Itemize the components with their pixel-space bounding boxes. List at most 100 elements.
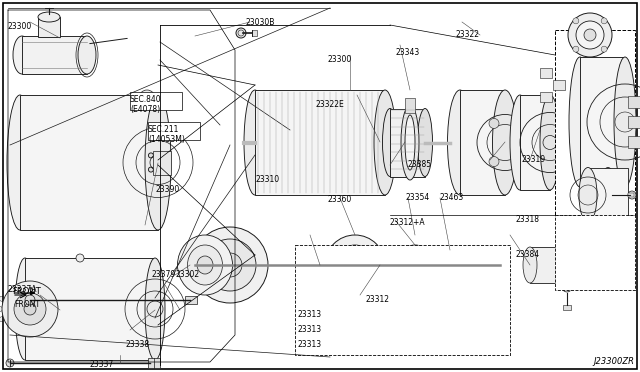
Text: J23300ZR: J23300ZR	[593, 357, 634, 366]
Circle shape	[410, 260, 420, 270]
Bar	[520, 95, 550, 190]
Bar	[252, 30, 257, 36]
Ellipse shape	[188, 245, 223, 285]
Circle shape	[323, 290, 326, 293]
Ellipse shape	[244, 90, 266, 195]
Circle shape	[352, 294, 355, 296]
Circle shape	[306, 291, 324, 309]
Bar	[405, 97, 415, 112]
Bar	[580, 57, 625, 187]
Circle shape	[0, 317, 4, 322]
Text: 23322: 23322	[456, 30, 480, 39]
Circle shape	[237, 223, 244, 230]
Circle shape	[335, 304, 338, 307]
Circle shape	[139, 90, 155, 106]
Ellipse shape	[599, 167, 617, 222]
Ellipse shape	[13, 36, 31, 74]
Text: 23312: 23312	[365, 295, 389, 304]
Circle shape	[356, 230, 361, 236]
Text: 23302: 23302	[176, 270, 200, 279]
Circle shape	[148, 153, 154, 158]
Circle shape	[310, 295, 320, 305]
Bar	[460, 261, 495, 269]
Text: 23463: 23463	[440, 193, 464, 202]
Circle shape	[303, 298, 307, 301]
Text: 23384: 23384	[515, 250, 539, 259]
Circle shape	[314, 308, 317, 311]
Circle shape	[14, 293, 46, 325]
Circle shape	[328, 289, 332, 292]
Ellipse shape	[78, 36, 96, 74]
Circle shape	[336, 234, 342, 240]
Circle shape	[261, 241, 268, 248]
Circle shape	[331, 238, 337, 244]
Circle shape	[562, 282, 572, 292]
Bar	[255, 90, 385, 195]
Circle shape	[335, 294, 338, 296]
Circle shape	[323, 249, 328, 255]
Bar	[555, 30, 635, 215]
Circle shape	[381, 249, 387, 255]
Bar	[153, 151, 171, 174]
Bar	[130, 92, 182, 110]
Ellipse shape	[401, 105, 419, 180]
Text: 23313: 23313	[298, 310, 322, 319]
Ellipse shape	[417, 109, 433, 176]
Ellipse shape	[197, 256, 213, 274]
Circle shape	[216, 300, 223, 307]
Ellipse shape	[569, 57, 591, 187]
Ellipse shape	[540, 95, 560, 190]
Circle shape	[601, 18, 607, 24]
Circle shape	[342, 293, 348, 298]
Bar	[628, 193, 634, 197]
Circle shape	[339, 298, 342, 301]
Circle shape	[204, 239, 256, 291]
Circle shape	[349, 294, 355, 299]
Circle shape	[339, 307, 342, 310]
Circle shape	[489, 118, 499, 128]
Circle shape	[0, 296, 4, 301]
Circle shape	[362, 232, 368, 237]
Circle shape	[33, 277, 38, 282]
Circle shape	[335, 245, 375, 285]
Circle shape	[216, 223, 223, 230]
Circle shape	[227, 221, 234, 228]
Circle shape	[342, 232, 348, 237]
Bar	[555, 215, 635, 290]
Circle shape	[0, 307, 3, 311]
Ellipse shape	[177, 235, 232, 295]
Circle shape	[489, 157, 499, 167]
Circle shape	[25, 295, 35, 305]
Circle shape	[356, 294, 361, 299]
Ellipse shape	[383, 109, 397, 176]
Circle shape	[192, 282, 199, 289]
Circle shape	[198, 233, 205, 240]
Text: FRONT: FRONT	[12, 287, 41, 296]
Text: 23337: 23337	[90, 360, 115, 369]
Circle shape	[227, 301, 234, 308]
Bar	[460, 90, 505, 195]
Circle shape	[331, 286, 337, 292]
Circle shape	[436, 251, 464, 279]
Circle shape	[339, 290, 342, 293]
Circle shape	[237, 300, 244, 307]
Circle shape	[584, 29, 596, 41]
Circle shape	[261, 282, 268, 289]
Text: 23337A: 23337A	[8, 285, 38, 294]
Bar	[553, 80, 565, 90]
Bar	[588, 168, 628, 223]
Bar	[20, 95, 158, 230]
Text: 23312+A: 23312+A	[390, 218, 426, 227]
Text: SEC.211
(14053M): SEC.211 (14053M)	[148, 125, 185, 144]
Text: 23338: 23338	[125, 340, 149, 349]
Circle shape	[381, 275, 387, 281]
Circle shape	[474, 259, 486, 271]
Text: 23310: 23310	[255, 175, 279, 184]
Circle shape	[188, 272, 195, 279]
Circle shape	[76, 254, 84, 262]
Circle shape	[320, 262, 326, 268]
Circle shape	[255, 233, 262, 240]
Circle shape	[349, 307, 351, 310]
Bar	[530, 247, 585, 283]
Circle shape	[163, 153, 168, 158]
